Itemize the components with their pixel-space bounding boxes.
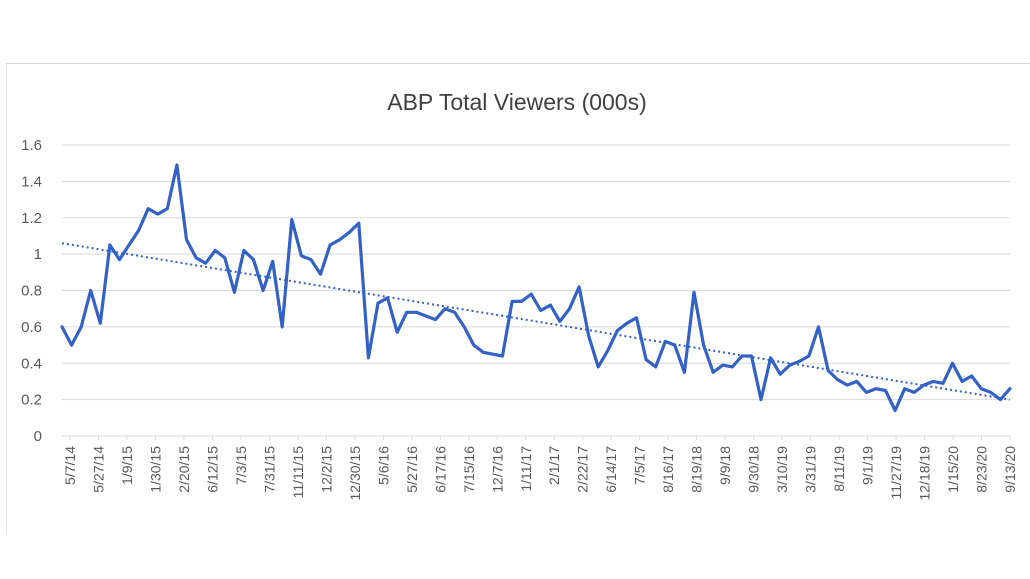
- x-tick-label: 8/23/20: [974, 446, 990, 493]
- x-tick-label: 7/3/15: [233, 446, 249, 485]
- x-tick-label: 8/19/18: [689, 446, 705, 493]
- x-tick-label: 7/5/17: [632, 446, 648, 485]
- x-tick-label: 5/6/16: [375, 446, 391, 485]
- chart-frame: [6, 63, 1030, 535]
- y-tick-label: 0: [34, 428, 42, 445]
- x-tick-label: 1/11/17: [518, 446, 534, 492]
- x-tick-label: 8/16/17: [660, 446, 676, 493]
- x-tick-label: 11/27/19: [888, 446, 904, 500]
- chart-title: ABP Total Viewers (000s): [387, 89, 647, 115]
- x-tick-label: 12/2/15: [318, 446, 334, 493]
- y-tick-label: 0.2: [21, 392, 42, 409]
- x-tick-label: 5/27/16: [404, 446, 420, 493]
- y-tick-label: 1: [34, 246, 42, 263]
- x-tick-label: 3/10/19: [774, 446, 790, 493]
- x-tick-label: 9/1/19: [860, 446, 876, 485]
- trendline-path: [61, 242, 1011, 401]
- series-viewers: [60, 163, 1012, 413]
- x-tick-label: 5/27/14: [90, 446, 106, 493]
- y-tick-label: 1.2: [21, 210, 42, 227]
- x-tick-label: 12/30/15: [347, 446, 363, 501]
- x-tick-label: 6/14/17: [603, 446, 619, 493]
- x-tick-label: 9/13/20: [1002, 446, 1018, 493]
- y-axis-ticks: 0 0.2 0.4 0.6 0.8 1 1.2 1.4 1.6: [21, 137, 42, 445]
- x-tick-label: 3/31/19: [803, 446, 819, 493]
- x-tick-label: 6/12/15: [204, 446, 220, 493]
- x-tick-label: 1/15/20: [945, 446, 961, 493]
- y-tick-label: 0.8: [21, 283, 42, 300]
- x-tick-label: 1/30/15: [147, 446, 163, 493]
- x-tick-label: 12/18/19: [917, 446, 933, 501]
- x-tick-label: 8/11/19: [831, 446, 847, 492]
- y-tick-label: 1.6: [21, 137, 42, 154]
- x-axis-ticks: 5/7/14 5/27/14 1/9/15 1/30/15 2/20/15 6/12/15…: [62, 436, 1018, 501]
- x-tick-label: 7/31/15: [261, 446, 277, 493]
- x-tick-label: 5/7/14: [62, 446, 78, 485]
- series-line: [60, 163, 1012, 413]
- y-tick-label: 1.4: [21, 173, 42, 190]
- trendline: [61, 242, 1011, 401]
- x-tick-label: 6/17/16: [432, 446, 448, 493]
- x-tick-label: 11/11/15: [290, 446, 306, 499]
- y-tick-label: 0.4: [21, 355, 42, 372]
- x-tick-label: 2/20/15: [176, 446, 192, 493]
- y-tick-label: 0.6: [21, 319, 42, 336]
- x-tick-label: 9/30/18: [746, 446, 762, 493]
- x-tick-label: 1/9/15: [119, 446, 135, 485]
- x-tick-label: 9/9/18: [717, 446, 733, 485]
- x-tick-label: 2/1/17: [546, 446, 562, 485]
- x-tick-label: 7/15/16: [461, 446, 477, 493]
- gridlines: [62, 144, 1010, 437]
- x-tick-label: 12/7/16: [489, 446, 505, 493]
- x-tick-label: 2/22/17: [575, 446, 591, 493]
